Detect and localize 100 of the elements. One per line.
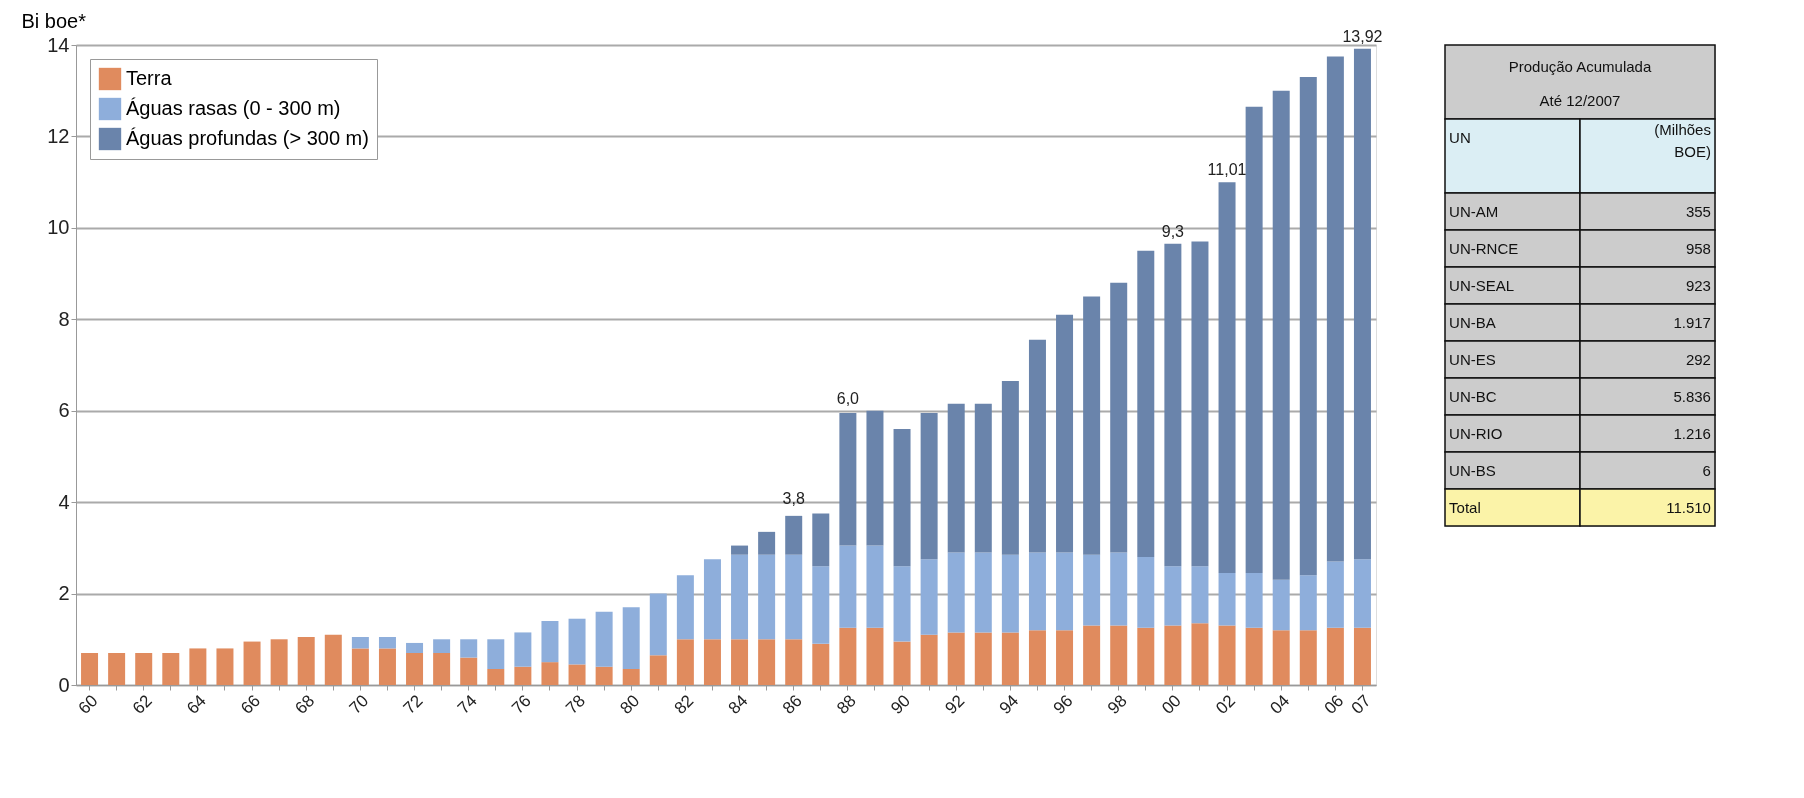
bar	[649, 655, 667, 685]
x-tick-label: 62	[128, 691, 156, 718]
bar	[595, 611, 613, 667]
bar	[487, 639, 505, 669]
bar	[1272, 579, 1290, 631]
bar	[1083, 554, 1101, 626]
bar	[433, 653, 451, 685]
bar	[1001, 381, 1019, 555]
bar	[866, 627, 884, 685]
bar	[622, 607, 640, 669]
bar	[378, 648, 396, 685]
text: 355	[1685, 202, 1711, 220]
text: UN-BC	[1449, 387, 1497, 405]
bar	[758, 554, 776, 640]
bar	[1326, 561, 1344, 628]
text: 6	[1702, 461, 1711, 479]
y-tick-label: 4	[58, 490, 70, 513]
bar	[1083, 625, 1101, 685]
legend-label: Águas rasas (0 - 300 m)	[126, 97, 341, 119]
bar	[324, 634, 342, 685]
bar	[1353, 627, 1371, 685]
bar	[1272, 630, 1290, 685]
y-tick-label: 6	[58, 399, 70, 422]
bar	[433, 639, 451, 653]
bar	[1110, 625, 1128, 685]
x-tick-label: 82	[670, 691, 698, 718]
bar	[1191, 241, 1209, 567]
bar	[731, 554, 749, 640]
text: UN-AM	[1449, 202, 1499, 220]
bar	[839, 627, 857, 685]
y-tick-label: 14	[47, 33, 70, 56]
annotation: 6,0	[836, 389, 860, 407]
bar	[1245, 573, 1263, 628]
bar	[595, 666, 613, 685]
bar	[920, 634, 938, 685]
text: UN-BS	[1449, 461, 1496, 479]
bar	[1056, 314, 1074, 553]
bar	[1245, 106, 1263, 573]
y-tick-label: 12	[47, 124, 70, 147]
x-tick-label: 64	[183, 691, 210, 718]
bar	[1028, 552, 1046, 631]
y-tick-label: 2	[58, 582, 70, 605]
bar	[974, 552, 992, 633]
bar	[297, 637, 315, 685]
bar	[216, 648, 234, 685]
bar	[920, 413, 938, 560]
bar	[785, 515, 803, 555]
x-tick-label: 76	[508, 691, 535, 718]
bar	[947, 552, 965, 633]
bar	[1001, 632, 1019, 685]
bar	[135, 653, 153, 685]
x-tick-label: 90	[887, 691, 915, 718]
text: 1.917	[1673, 313, 1711, 331]
x-tick-label: 68	[291, 691, 319, 718]
bar	[947, 403, 965, 553]
bar	[270, 639, 288, 685]
bar	[541, 662, 559, 685]
annotation: 11,01	[1207, 161, 1247, 179]
bar	[406, 653, 424, 685]
bar	[1218, 625, 1236, 685]
text: 958	[1685, 239, 1711, 257]
bar	[866, 545, 884, 628]
bar	[622, 669, 640, 685]
bar	[1191, 623, 1209, 685]
x-tick-label: 80	[616, 691, 644, 718]
bar	[514, 666, 532, 685]
x-tick-label: 00	[1158, 691, 1185, 718]
y-axis-title: Bi boe*	[21, 9, 87, 32]
bar	[162, 653, 180, 685]
text: 923	[1685, 276, 1711, 294]
text: UN-RNCE	[1449, 239, 1519, 257]
bar	[1164, 243, 1182, 567]
bar	[406, 642, 424, 653]
x-tick-label: 74	[453, 691, 481, 718]
bar	[758, 639, 776, 685]
x-tick-label: 06	[1320, 691, 1348, 718]
bar	[1164, 625, 1182, 685]
annotation: 3,8	[782, 490, 805, 508]
text: 5.836	[1673, 387, 1711, 405]
text: 292	[1685, 350, 1711, 368]
bar	[351, 637, 369, 649]
bar	[974, 403, 992, 553]
bar	[812, 566, 830, 644]
y-tick-label: 0	[58, 673, 70, 696]
bar	[893, 566, 911, 642]
bar	[920, 559, 938, 635]
bar	[866, 410, 884, 546]
bar	[1056, 552, 1074, 631]
bar	[1218, 573, 1236, 626]
bar	[1164, 566, 1182, 626]
bar	[1218, 182, 1236, 573]
bar	[1110, 552, 1128, 626]
bar	[1137, 627, 1155, 685]
text: 1.216	[1673, 424, 1711, 442]
bar	[378, 637, 396, 649]
text: Total	[1449, 498, 1481, 516]
bar	[460, 657, 478, 685]
text: UN-BA	[1449, 313, 1496, 331]
bar	[676, 639, 694, 685]
bar	[947, 632, 965, 685]
